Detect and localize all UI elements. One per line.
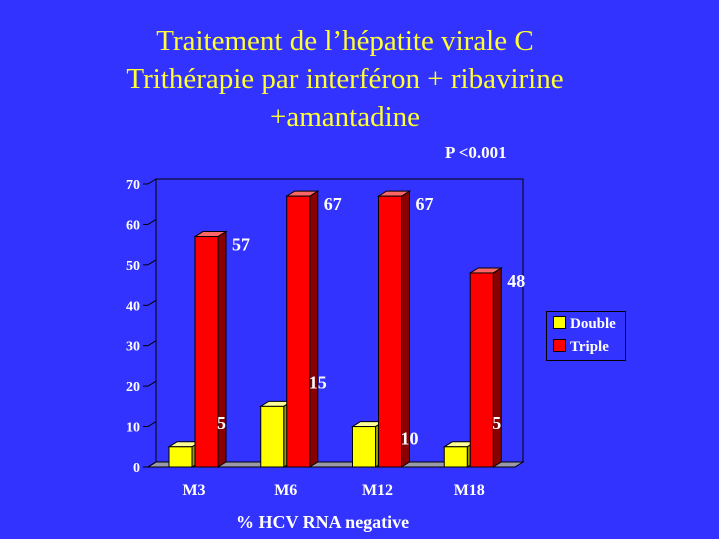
x-axis-label: % HCV RNA negative (236, 512, 410, 532)
bar-double-M3 (168, 446, 193, 468)
y-gridline-stub (147, 259, 157, 266)
y-gridline-stub (147, 299, 157, 306)
title-line-1: Traitement de l’hépatite virale C (156, 25, 534, 57)
y-tick-label: 50 (126, 259, 140, 274)
y-tick-label: 10 (126, 421, 140, 436)
y-gridline-stub (147, 380, 157, 387)
legend-swatch-double (553, 316, 566, 329)
y-tick-label: 30 (126, 340, 140, 355)
x-tick-label-M12: M12 (362, 482, 393, 499)
bar-triple-M18-side (492, 267, 502, 468)
data-label-triple-M6: 67 (324, 194, 342, 214)
data-label-triple-M18: 48 (507, 271, 525, 291)
data-label-double-M18: 5 (492, 413, 501, 433)
x-tick-label-M6: M6 (274, 482, 297, 499)
chart-title: Traitement de l’hépatite virale C Trithé… (0, 22, 690, 136)
bar-double-M12 (352, 426, 376, 468)
y-tick-label: 70 (126, 178, 140, 193)
data-label-triple-M12: 67 (416, 194, 434, 214)
legend-label-double: Double (570, 316, 616, 332)
bar-triple-M12-side (401, 190, 410, 468)
legend-item-double: Double (553, 316, 616, 334)
y-tick-label: 60 (126, 218, 140, 233)
y-tick-label: 40 (126, 299, 140, 314)
bar-double-M6 (260, 405, 285, 468)
title-line-2: Trithérapie par interféron + ribavirine (126, 63, 564, 95)
legend-swatch-triple (553, 339, 566, 352)
bar-triple-M18 (469, 272, 494, 468)
y-gridline-stub (147, 461, 157, 468)
y-tick-label: 0 (133, 461, 140, 476)
legend: Double Triple (546, 311, 626, 361)
x-tick-label-M3: M3 (182, 482, 205, 499)
data-label-double-M12: 10 (401, 429, 419, 449)
bar-double-M18 (443, 446, 468, 468)
y-tick-label: 20 (126, 380, 140, 395)
y-gridline-stub (147, 340, 157, 347)
bar-triple-M6-side (309, 190, 319, 468)
y-gridline-stub (147, 219, 157, 225)
y-gridline-stub (147, 178, 157, 185)
bar-triple-M12 (378, 195, 402, 468)
p-value: P <0.001 (445, 143, 507, 162)
y-gridline-stub (147, 421, 157, 427)
data-label-triple-M3: 57 (232, 235, 250, 255)
data-label-double-M6: 15 (309, 372, 327, 392)
legend-label-triple: Triple (570, 339, 609, 355)
bar-triple-M3 (194, 236, 219, 468)
data-label-double-M3: 5 (217, 413, 226, 433)
bar-triple-M6 (286, 195, 311, 468)
x-tick-label-M18: M18 (454, 482, 485, 499)
title-line-3: +amantadine (269, 101, 420, 133)
legend-item-triple: Triple (553, 339, 609, 357)
